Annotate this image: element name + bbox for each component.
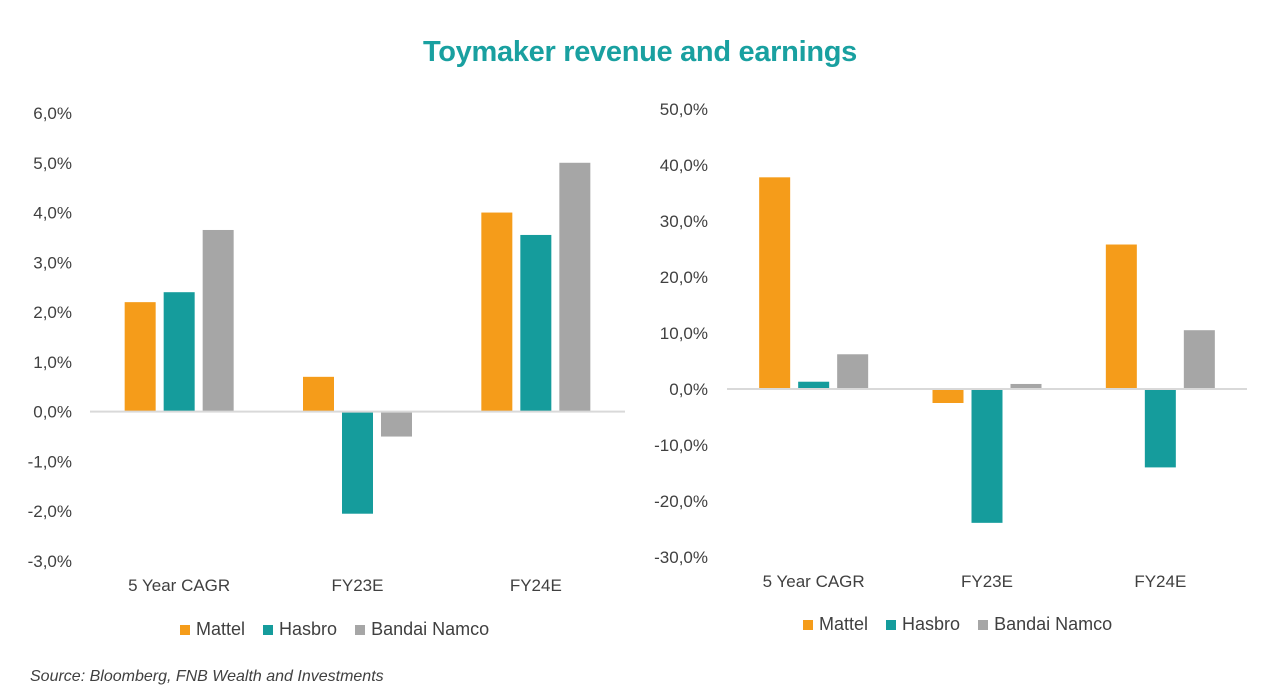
y-tick-label: 2,0% — [33, 303, 72, 322]
y-tick-label: 0,0% — [669, 380, 708, 399]
bar-hasbro-fy23e — [971, 389, 1003, 523]
legend-item-mattel: Mattel — [180, 619, 245, 640]
bar-mattel-fy24e — [1105, 244, 1137, 389]
source-note: Source: Bloomberg, FNB Wealth and Invest… — [30, 668, 384, 685]
x-category-label: 5 Year CAGR — [763, 572, 865, 591]
y-tick-label: -20,0% — [654, 492, 708, 511]
legend-item-bandai-namco: Bandai Namco — [978, 614, 1112, 635]
y-tick-label: 30,0% — [660, 212, 708, 231]
bar-bandai-namco-5-year-cagr — [202, 229, 234, 412]
legend-label-bandai-namco: Bandai Namco — [371, 619, 490, 639]
legend-label-mattel: Mattel — [819, 614, 869, 634]
bar-bandai-namco-5-year-cagr — [837, 354, 869, 389]
bar-hasbro-fy23e — [342, 411, 373, 514]
y-tick-label: -30,0% — [654, 548, 708, 567]
legend-label-hasbro: Hasbro — [902, 614, 961, 634]
legend-swatch-hasbro — [263, 624, 274, 635]
legend-swatch-mattel — [803, 619, 813, 630]
y-tick-label: -3,0% — [28, 552, 72, 571]
y-tick-label: 40,0% — [660, 156, 708, 175]
x-category-label: FY23E — [332, 576, 384, 595]
y-tick-label: -1,0% — [28, 452, 72, 471]
y-tick-label: 6,0% — [33, 104, 72, 123]
y-tick-label: -2,0% — [28, 502, 72, 521]
legend-swatch-bandai-namco — [355, 624, 366, 635]
legend-label-mattel: Mattel — [196, 619, 246, 639]
right-chart: 50,0% 40,0% 30,0% 20,0% 10,0% 0,0% -10,0% -20,0… — [654, 100, 1247, 591]
y-tick-label: 20,0% — [660, 268, 708, 287]
y-tick-label: 10,0% — [660, 324, 708, 343]
bar-hasbro-5-year-cagr — [798, 381, 830, 389]
bar-hasbro-5-year-cagr — [163, 292, 195, 412]
bar-hasbro-fy24e — [1144, 389, 1176, 468]
legend-item-hasbro: Hasbro — [886, 614, 960, 635]
legend-swatch-mattel — [180, 624, 190, 635]
y-tick-label: 1,0% — [33, 353, 72, 372]
y-tick-label: 0,0% — [33, 403, 72, 422]
left-chart: 6,0% 5,0% 4,0% 3,0% 2,0% 1,0% 0,0% -1,0% -2,0% -3… — [28, 104, 625, 595]
bar-bandai-namco-fy24e — [559, 162, 591, 412]
left-legend: Mattel Hasbro Bandai Namco — [180, 619, 507, 640]
bar-mattel-5-year-cagr — [124, 302, 156, 412]
legend-item-hasbro: Hasbro — [263, 619, 337, 640]
x-category-label: FY23E — [961, 572, 1013, 591]
legend-label-bandai-namco: Bandai Namco — [994, 614, 1113, 634]
legend-swatch-bandai-namco — [978, 619, 989, 630]
bar-hasbro-fy24e — [520, 234, 552, 412]
bar-mattel-fy24e — [481, 212, 513, 412]
y-tick-label: 4,0% — [33, 204, 72, 223]
legend-item-bandai-namco: Bandai Namco — [355, 619, 489, 640]
chart-title: Toymaker revenue and earnings — [423, 36, 857, 68]
legend-item-mattel: Mattel — [803, 614, 868, 635]
x-category-label: FY24E — [510, 576, 562, 595]
y-tick-label: 50,0% — [660, 100, 708, 119]
right-legend: Mattel Hasbro Bandai Namco — [803, 614, 1130, 635]
bar-mattel-fy23e — [303, 376, 334, 412]
y-tick-label: 5,0% — [33, 154, 72, 173]
x-category-label: FY24E — [1134, 572, 1186, 591]
y-tick-label: 3,0% — [33, 253, 72, 272]
legend-label-hasbro: Hasbro — [279, 619, 338, 639]
bar-bandai-namco-fy23e — [381, 411, 412, 437]
legend-swatch-hasbro — [886, 619, 897, 630]
bar-bandai-namco-fy24e — [1183, 330, 1215, 389]
bar-mattel-5-year-cagr — [759, 177, 791, 389]
y-tick-label: -10,0% — [654, 436, 708, 455]
bar-bandai-namco-fy23e — [1010, 383, 1042, 389]
x-category-label: 5 Year CAGR — [128, 576, 230, 595]
bar-mattel-fy23e — [932, 389, 964, 403]
